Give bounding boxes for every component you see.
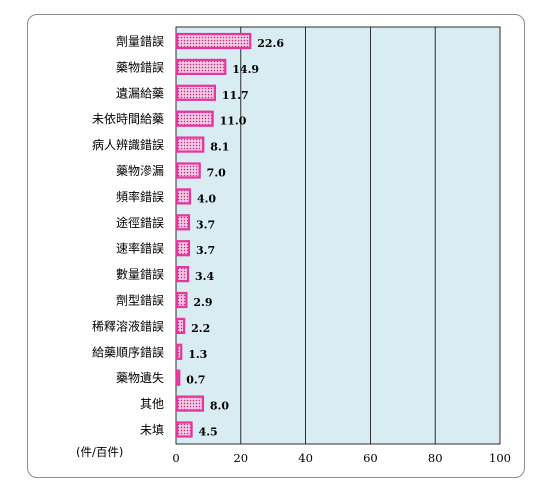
value-label: 11.7 bbox=[222, 89, 249, 102]
value-label: 2.9 bbox=[193, 296, 212, 309]
value-label: 4.0 bbox=[197, 192, 216, 205]
value-label: 11.0 bbox=[220, 115, 247, 128]
category-label: 給藥順序錯誤 bbox=[92, 344, 164, 359]
bar bbox=[175, 240, 191, 257]
category-label: 速率錯誤 bbox=[116, 241, 164, 256]
bars bbox=[175, 32, 252, 438]
category-label: 未依時間給藥 bbox=[92, 111, 164, 126]
category-label: 遺漏給藥 bbox=[116, 85, 164, 100]
category-label: 劑量錯誤 bbox=[116, 34, 164, 49]
gridlines bbox=[240, 27, 436, 444]
bar bbox=[175, 214, 191, 231]
category-labels: 劑量錯誤藥物錯誤遺漏給藥未依時間給藥病人辨識錯誤藥物滲漏頻率錯誤途徑錯誤速率錯誤… bbox=[92, 34, 164, 438]
category-label: 數量錯誤 bbox=[116, 267, 164, 282]
bar bbox=[175, 32, 252, 50]
bar bbox=[175, 84, 217, 101]
value-label: 4.5 bbox=[199, 426, 218, 439]
value-labels: 22.6 14.9 11.7 11.0 8.1 7.0 4.0 3.7 3.7 3.4 2.9 2.2… bbox=[186, 37, 284, 439]
category-label: 其他 bbox=[140, 397, 164, 411]
x-tick-label: 100 bbox=[489, 451, 511, 465]
value-label: 14.9 bbox=[232, 63, 259, 76]
category-label: 稀釋溶液錯誤 bbox=[92, 318, 164, 333]
value-label: 1.3 bbox=[188, 348, 207, 361]
value-label: 8.1 bbox=[210, 141, 229, 154]
category-label: 途徑錯誤 bbox=[116, 215, 164, 230]
bar bbox=[175, 266, 190, 283]
category-label: 頻率錯誤 bbox=[116, 189, 164, 204]
x-axis-ticks: 0 20 40 60 80 100 bbox=[172, 451, 511, 465]
value-label: 0.7 bbox=[186, 374, 205, 387]
bar bbox=[175, 162, 201, 179]
bar bbox=[175, 110, 214, 127]
category-label: 藥物錯誤 bbox=[116, 59, 164, 74]
bar bbox=[175, 343, 183, 360]
x-tick-label: 80 bbox=[428, 451, 443, 465]
plot-area bbox=[175, 26, 501, 445]
bar bbox=[175, 291, 188, 309]
bar bbox=[175, 188, 192, 205]
unit-label: (件/百件) bbox=[76, 445, 123, 459]
bar bbox=[175, 136, 205, 153]
value-label: 8.0 bbox=[210, 400, 229, 413]
category-label: 藥物滲漏 bbox=[116, 164, 164, 178]
bar bbox=[175, 369, 181, 386]
category-label: 未填 bbox=[140, 423, 164, 437]
category-label: 藥物遺失 bbox=[116, 370, 164, 385]
x-tick-label: 60 bbox=[363, 451, 378, 465]
category-label: 病人辨識錯誤 bbox=[92, 137, 164, 152]
x-tick-label: 0 bbox=[172, 451, 179, 465]
value-label: 2.2 bbox=[191, 322, 210, 335]
x-tick-label: 40 bbox=[298, 451, 313, 465]
x-tick-label: 20 bbox=[233, 451, 248, 465]
bar bbox=[175, 421, 193, 438]
value-label: 22.6 bbox=[257, 37, 284, 50]
bar bbox=[175, 58, 227, 76]
value-label: 3.4 bbox=[195, 270, 214, 283]
value-label: 3.7 bbox=[196, 244, 215, 257]
bar bbox=[175, 395, 205, 412]
bar bbox=[175, 317, 186, 334]
value-label: 7.0 bbox=[207, 167, 226, 180]
category-label: 劑型錯誤 bbox=[116, 293, 164, 308]
value-label: 3.7 bbox=[196, 218, 215, 231]
